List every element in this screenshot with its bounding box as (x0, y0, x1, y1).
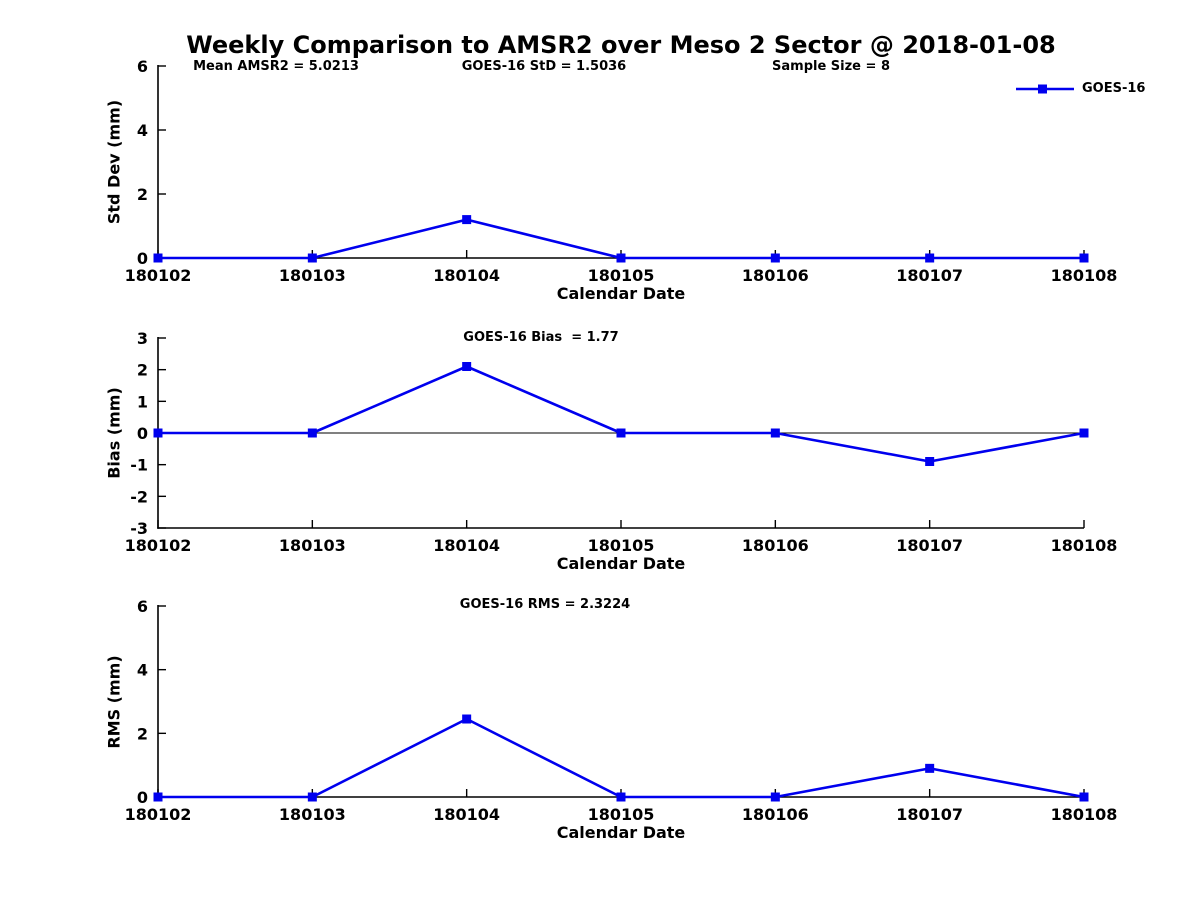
x-tick-label: 180107 (896, 266, 963, 285)
y-tick-label: 2 (137, 361, 148, 380)
data-point-marker (925, 253, 935, 263)
data-point-marker (153, 792, 163, 802)
legend-swatch (1016, 84, 1074, 93)
y-tick-label: 4 (137, 661, 148, 680)
stat-sample-size: Sample Size = 8 (772, 59, 890, 74)
x-axis-label-top: Calendar Date (556, 284, 686, 303)
data-point-marker (307, 253, 317, 263)
data-point-marker (925, 457, 935, 466)
stat-goes16-std: GOES-16 StD = 1.5036 (461, 59, 627, 74)
data-point-marker (770, 792, 780, 802)
x-tick-label: 180105 (588, 266, 655, 285)
y-tick-label: 6 (137, 597, 148, 616)
x-tick-label: 180102 (125, 805, 192, 824)
x-tick-label: 180106 (742, 536, 809, 555)
x-tick-label: 180107 (896, 536, 963, 555)
x-tick-label: 180104 (433, 536, 500, 555)
y-tick-label: 0 (137, 249, 148, 268)
x-tick-label: 180108 (1051, 805, 1118, 824)
x-tick-label: 180106 (742, 805, 809, 824)
y-tick-label: 0 (137, 424, 148, 443)
data-point-marker (307, 428, 317, 438)
stat-mean-amsr2: Mean AMSR2 = 5.0213 (193, 59, 359, 74)
y-tick-label: -1 (130, 456, 148, 475)
data-point-marker (462, 714, 472, 724)
x-tick-label: 180105 (588, 805, 655, 824)
x-axis-label-middle: Calendar Date (556, 554, 686, 573)
data-point-marker (1079, 792, 1089, 802)
y-tick-label: 2 (137, 724, 148, 743)
data-point-marker (153, 428, 163, 438)
y-tick-label: 2 (137, 185, 148, 204)
data-line-goes-16 (158, 365, 1085, 463)
x-tick-label: 180103 (279, 536, 346, 555)
data-point-marker (1079, 428, 1089, 438)
y-tick-label: -2 (130, 487, 148, 506)
chart-panel-2: -3 -2 -1 0 1 2 3 180102 180103 180104 180105 180106… (125, 329, 1118, 555)
stat-goes16-rms: GOES-16 RMS = 2.3224 (459, 597, 631, 612)
data-point-marker (1079, 253, 1089, 263)
data-point-marker (307, 792, 317, 802)
x-tick-label: 180105 (588, 536, 655, 555)
data-point-marker (616, 253, 626, 263)
x-tick-label: 180102 (125, 266, 192, 285)
y-tick-label: 6 (137, 57, 148, 76)
x-tick-label: 180108 (1051, 266, 1118, 285)
y-tick-label: 4 (137, 121, 148, 140)
legend: GOES-16 (1016, 81, 1145, 96)
data-point-marker (770, 253, 780, 263)
chart-panel-1: 0 2 4 6 180102 180103 180104 180105 180106 180107… (125, 57, 1118, 285)
x-tick-label: 180108 (1051, 536, 1118, 555)
data-point-marker (153, 253, 163, 263)
y-tick-label: 1 (137, 392, 148, 411)
data-point-marker (925, 763, 935, 773)
x-tick-label: 180102 (125, 536, 192, 555)
data-point-marker (462, 215, 472, 225)
x-tick-label: 180103 (279, 805, 346, 824)
x-tick-label: 180103 (279, 266, 346, 285)
x-tick-label: 180107 (896, 805, 963, 824)
data-point-marker (462, 362, 472, 371)
data-point-marker (616, 428, 626, 438)
x-tick-label: 180104 (433, 266, 500, 285)
stat-goes16-bias: GOES-16 Bias = 1.77 (463, 330, 619, 345)
y-tick-label: -3 (130, 519, 148, 538)
legend-series-label: GOES-16 (1082, 81, 1146, 96)
data-line-goes-16 (158, 717, 1085, 799)
y-tick-label: 3 (137, 329, 148, 348)
legend-marker-sample (1038, 84, 1047, 93)
x-tick-label: 180106 (742, 266, 809, 285)
chart-panel-3: 0 2 4 6 180102 180103 180104 180105 180106 180107… (125, 597, 1118, 824)
y-tick-label: 0 (137, 788, 148, 807)
x-axis-label-bottom: Calendar Date (556, 823, 686, 842)
figure-title: Weekly Comparison to AMSR2 over Meso 2 S… (186, 31, 1056, 59)
x-tick-label: 180104 (433, 805, 500, 824)
data-point-marker (616, 792, 626, 802)
data-point-marker (770, 428, 780, 438)
